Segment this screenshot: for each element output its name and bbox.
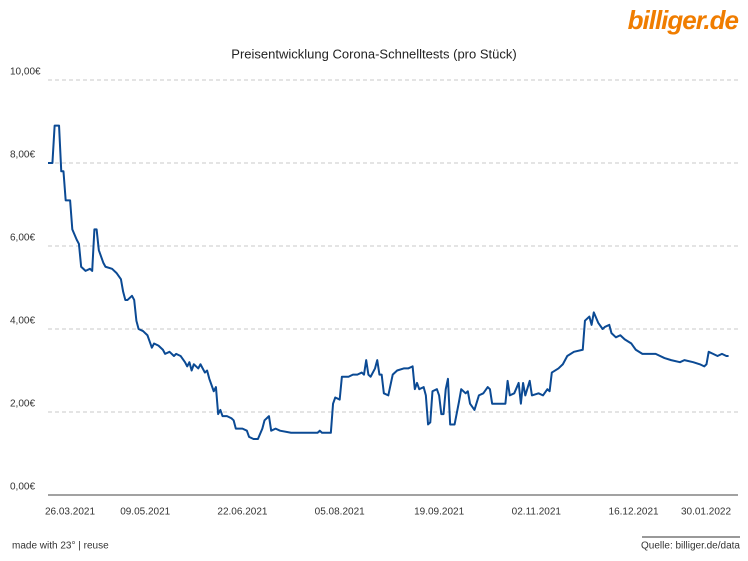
x-tick-label: 30.01.2022 <box>681 507 731 518</box>
y-tick-label: 6,00€ <box>10 233 35 244</box>
y-tick-label: 2,00€ <box>10 399 35 410</box>
price-line <box>48 124 729 440</box>
chart-title: Preisentwicklung Corona-Schnelltests (pr… <box>231 46 516 61</box>
x-tick-label: 02.11.2021 <box>512 507 562 518</box>
y-tick-label: 4,00€ <box>10 316 35 327</box>
y-tick-label: 8,00€ <box>10 150 35 161</box>
x-tick-label: 19.09.2021 <box>414 507 464 518</box>
x-tick-label: 16.12.2021 <box>609 507 659 518</box>
y-tick-label: 10,00€ <box>10 67 41 78</box>
footer-right: Quelle: billiger.de/data <box>641 541 740 552</box>
x-tick-label: 22.06.2021 <box>217 507 267 518</box>
y-tick-label: 0,00€ <box>10 482 35 493</box>
logo: billiger.de <box>628 5 739 35</box>
x-tick-label: 05.08.2021 <box>315 507 365 518</box>
x-tick-label: 09.05.2021 <box>120 507 170 518</box>
x-tick-label: 26.03.2021 <box>45 507 95 518</box>
footer-left: made with 23° | reuse <box>12 541 109 552</box>
